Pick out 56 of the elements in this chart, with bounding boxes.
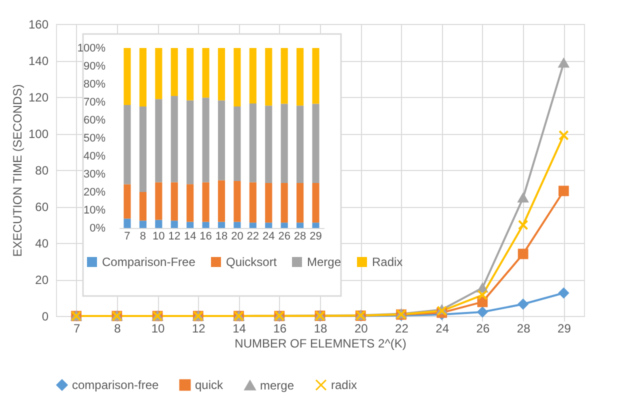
- y-tick-label: 0%: [90, 222, 106, 234]
- legend-label: quick: [195, 378, 224, 392]
- x-tick-label: 29: [558, 322, 572, 336]
- legend-label: Comparison-Free: [102, 255, 196, 269]
- legend-label: merge: [260, 378, 294, 392]
- legend-label: comparison-free: [72, 378, 160, 392]
- y-tick-label: 100: [28, 127, 49, 141]
- x-tick-label: 29: [310, 230, 322, 242]
- y-tick-label: 120: [28, 90, 49, 104]
- y-tick-label: 60%: [83, 114, 106, 126]
- x-tick-label: 26: [476, 322, 490, 336]
- y-tick-label: 90%: [83, 60, 106, 72]
- x-tick-label: 20: [231, 230, 244, 242]
- y-axis-title: EXECUTION TIME (SECONDS): [10, 84, 24, 257]
- y-tick-label: 30%: [83, 168, 106, 180]
- legend-label: radix: [331, 378, 358, 392]
- y-tick-label: 140: [28, 54, 49, 68]
- x-tick-label: 28: [516, 322, 531, 336]
- y-tick-label: 20%: [83, 186, 106, 198]
- x-tick-label: 10: [152, 230, 165, 242]
- y-tick-label: 0: [42, 310, 49, 324]
- x-tick-label: 18: [314, 322, 328, 336]
- x-tick-label: 26: [278, 230, 290, 242]
- x-tick-label: 8: [114, 322, 122, 336]
- y-tick-label: 160: [28, 18, 49, 32]
- x-tick-label: 16: [273, 322, 287, 336]
- x-tick-label: 14: [184, 230, 196, 242]
- x-axis-title: NUMBER OF ELEMNETS 2^(K): [234, 336, 406, 350]
- x-tick-label: 12: [192, 322, 206, 336]
- legend-label: Radix: [372, 255, 403, 269]
- x-tick-label: 7: [73, 322, 80, 336]
- y-tick-label: 80%: [83, 78, 106, 90]
- y-tick-label: 60: [35, 200, 49, 214]
- x-tick-label: 16: [200, 230, 212, 242]
- x-tick-label: 7: [124, 230, 130, 242]
- x-tick-label: 28: [294, 230, 306, 242]
- y-tick-label: 80: [35, 164, 49, 178]
- x-tick-label: 24: [262, 230, 275, 242]
- x-tick-label: 14: [232, 322, 246, 336]
- x-tick-label: 8: [140, 230, 146, 242]
- y-tick-label: 20: [35, 273, 49, 287]
- y-tick-label: 10%: [83, 204, 106, 216]
- y-tick-label: 100%: [77, 42, 106, 54]
- y-tick-label: 50%: [83, 132, 106, 144]
- x-tick-label: 12: [168, 230, 180, 242]
- y-tick-label: 40%: [83, 150, 106, 162]
- x-tick-label: 20: [354, 322, 368, 336]
- y-tick-label: 70%: [83, 96, 106, 108]
- legend-label: Merge: [307, 255, 342, 269]
- x-tick-label: 10: [151, 322, 166, 336]
- y-tick-label: 40: [35, 236, 49, 250]
- legend-label: Quicksort: [226, 255, 278, 269]
- x-tick-label: 22: [246, 230, 260, 242]
- x-tick-label: 22: [395, 322, 409, 336]
- x-tick-label: 18: [215, 230, 228, 242]
- x-tick-label: 24: [436, 322, 450, 336]
